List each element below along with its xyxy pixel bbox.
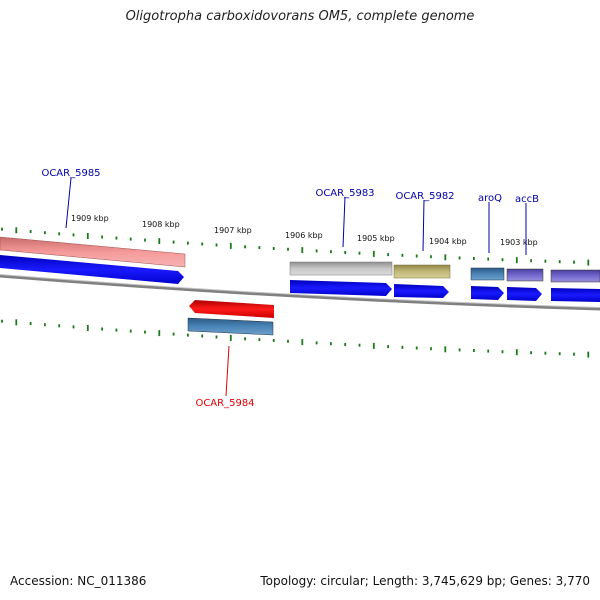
leader-ocar-5984	[225, 345, 230, 397]
tick-label-1909: 1909 kbp	[71, 214, 109, 223]
genome-backbone-highlight	[0, 274, 600, 308]
tick-label-1903: 1903 kbp	[500, 238, 538, 247]
feature-aroq[interactable]	[470, 267, 505, 281]
feature-ocar-5984[interactable]	[187, 317, 274, 336]
tick-label-1908: 1908 kbp	[142, 220, 180, 229]
cds-accb[interactable]	[507, 287, 542, 301]
feature-ocar-5983[interactable]	[289, 261, 393, 276]
gene-label-ocar-5982[interactable]: OCAR_5982	[395, 191, 454, 202]
cds-ocar-5984[interactable]	[189, 300, 274, 318]
gene-label-accb[interactable]: accB	[515, 194, 539, 205]
accession-text: Accession: NC_011386	[10, 574, 147, 588]
lower-tick-track	[1, 319, 590, 358]
tick-label-1906: 1906 kbp	[285, 231, 323, 240]
topology-text: Topology: circular; Length: 3,745,629 bp…	[260, 574, 590, 588]
cds-ocar-5983[interactable]	[290, 280, 392, 296]
cds-next[interactable]	[551, 288, 600, 302]
tick-label-1905: 1905 kbp	[357, 234, 395, 243]
gene-label-ocar-5984[interactable]: OCAR_5984	[195, 398, 254, 409]
gene-label-ocar-5983[interactable]: OCAR_5983	[315, 188, 374, 199]
upper-tick-track	[1, 227, 590, 266]
leader-ocar-5985	[65, 177, 72, 229]
leader-ocar-5982	[422, 199, 425, 252]
gene-label-ocar-5985[interactable]: OCAR_5985	[41, 168, 100, 179]
cds-ocar-5985[interactable]	[0, 255, 184, 284]
genome-title: Oligotropha carboxidovorans OM5, complet…	[125, 9, 475, 24]
feature-accb[interactable]	[506, 268, 544, 282]
cds-ocar-5982[interactable]	[394, 284, 449, 298]
feature-ocar-5985[interactable]	[0, 236, 186, 268]
gene-label-aroq[interactable]: aroQ	[478, 193, 502, 204]
tick-label-1904: 1904 kbp	[429, 237, 467, 246]
genome-backbone	[0, 274, 600, 311]
feature-next[interactable]	[550, 269, 600, 283]
feature-ocar-5982[interactable]	[393, 264, 451, 279]
cds-aroq[interactable]	[471, 286, 504, 300]
tick-label-1907: 1907 kbp	[214, 226, 252, 235]
leader-ocar-5983	[342, 196, 346, 248]
